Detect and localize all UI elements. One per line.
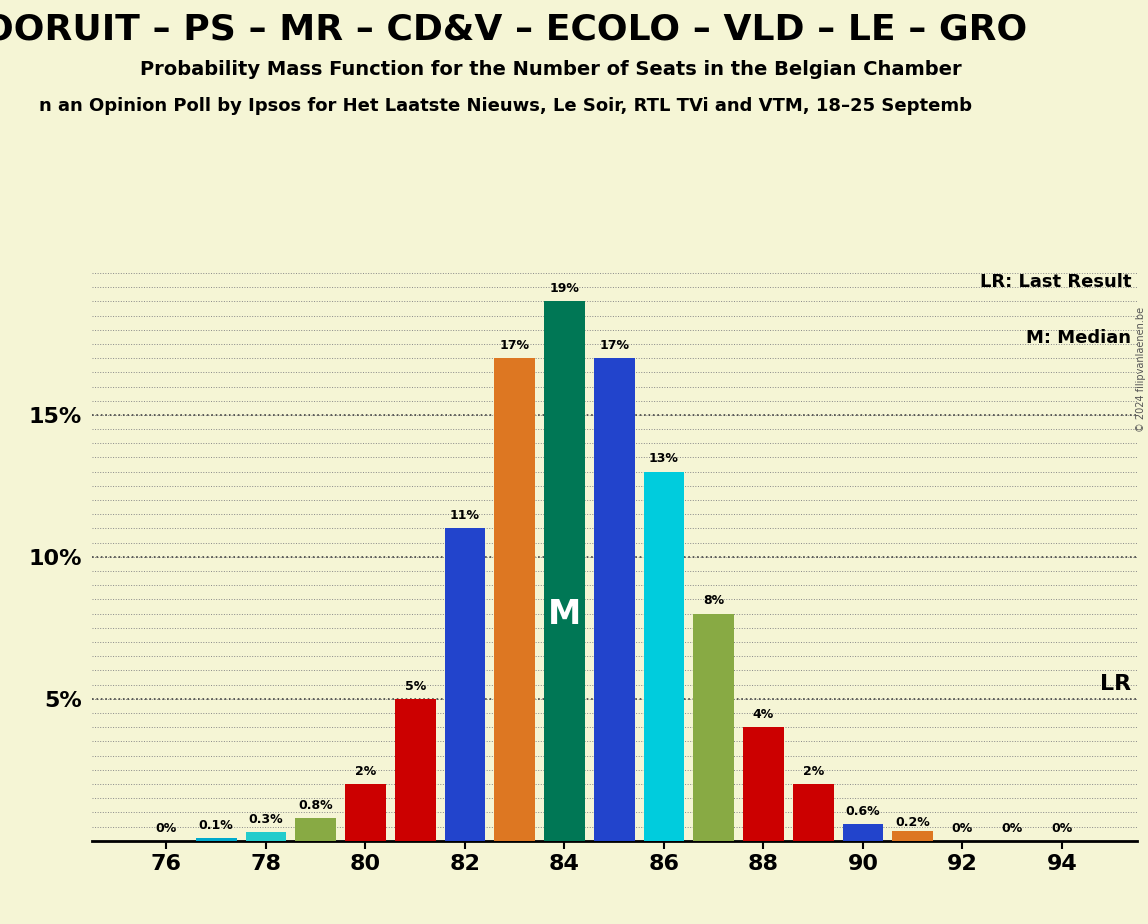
Text: 0%: 0% — [156, 821, 177, 834]
Bar — [892, 831, 933, 841]
Bar — [346, 784, 386, 841]
Bar — [295, 818, 336, 841]
Bar — [395, 699, 435, 841]
Text: Probability Mass Function for the Number of Seats in the Belgian Chamber: Probability Mass Function for the Number… — [140, 60, 962, 79]
Text: 0.8%: 0.8% — [298, 799, 333, 812]
Text: 8%: 8% — [703, 594, 724, 607]
Text: 4%: 4% — [753, 708, 774, 721]
Text: LR: Last Result: LR: Last Result — [979, 274, 1131, 291]
Bar — [793, 784, 833, 841]
Text: 17%: 17% — [499, 339, 529, 352]
Bar — [693, 614, 734, 841]
Text: M: Median: M: Median — [1026, 329, 1131, 346]
Bar — [196, 838, 236, 841]
Text: 0%: 0% — [952, 821, 974, 834]
Bar — [892, 835, 933, 841]
Text: 0%: 0% — [1052, 821, 1072, 834]
Bar — [644, 471, 684, 841]
Text: n an Opinion Poll by Ipsos for Het Laatste Nieuws, Le Soir, RTL TVi and VTM, 18–: n an Opinion Poll by Ipsos for Het Laats… — [39, 97, 971, 115]
Bar — [495, 359, 535, 841]
Text: 5%: 5% — [404, 680, 426, 693]
Text: 11%: 11% — [450, 509, 480, 522]
Bar — [594, 359, 635, 841]
Text: M: M — [548, 598, 581, 631]
Bar — [544, 301, 584, 841]
Bar — [444, 529, 486, 841]
Text: LR: LR — [1100, 674, 1131, 694]
Bar — [246, 833, 286, 841]
Text: 2%: 2% — [802, 765, 824, 778]
Text: 19%: 19% — [550, 282, 580, 295]
Text: OORUIT – PS – MR – CD&V – ECOLO – VLD – LE – GRO: OORUIT – PS – MR – CD&V – ECOLO – VLD – … — [0, 12, 1027, 46]
Text: © 2024 filipvanlaenen.be: © 2024 filipvanlaenen.be — [1135, 307, 1146, 432]
Text: 0.2%: 0.2% — [895, 816, 930, 829]
Text: 0.6%: 0.6% — [846, 805, 881, 818]
Text: 0%: 0% — [1001, 821, 1023, 834]
Text: 0.3%: 0.3% — [249, 813, 284, 826]
Text: 17%: 17% — [599, 339, 629, 352]
Bar — [743, 727, 784, 841]
Text: 0.1%: 0.1% — [199, 819, 233, 832]
Text: 2%: 2% — [355, 765, 377, 778]
Bar — [843, 824, 883, 841]
Text: 13%: 13% — [649, 453, 678, 466]
